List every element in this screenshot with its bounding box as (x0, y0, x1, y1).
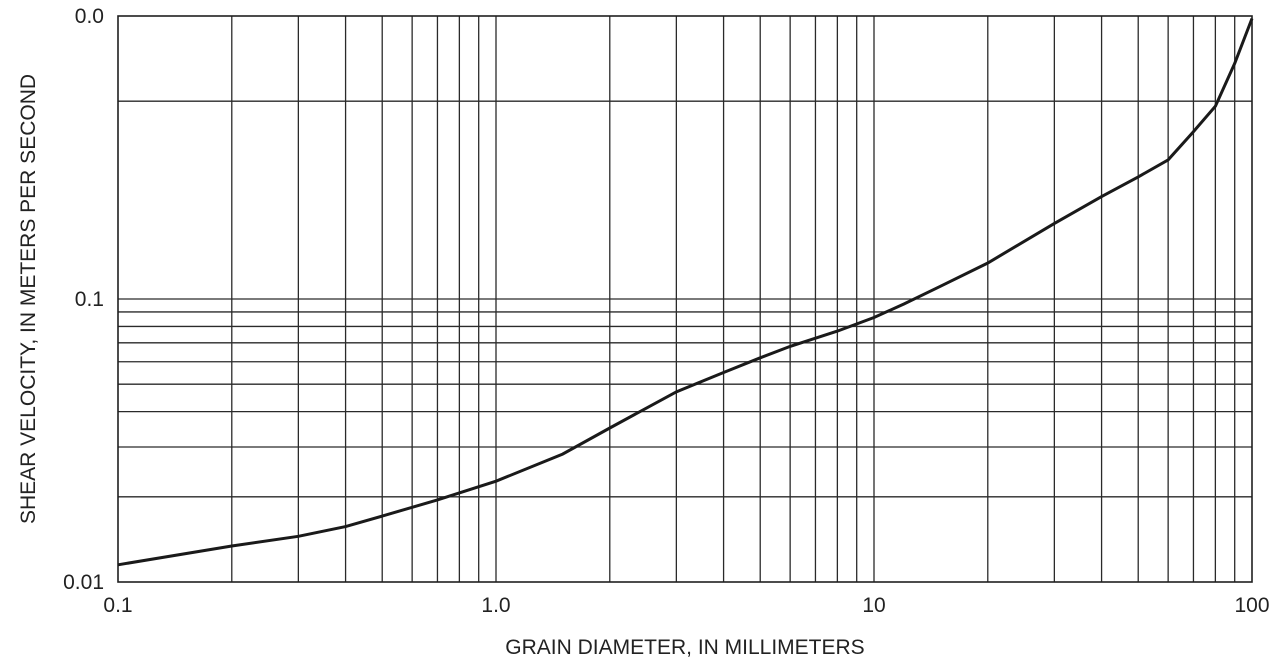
y-tick-labels: 0.01 0.1 0.0 (63, 5, 104, 594)
y-axis-label: SHEAR VELOCITY, IN METERS PER SECOND (17, 74, 40, 524)
plot-frame (117, 15, 1253, 583)
x-tick-labels: 0.1 1.0 10 100 (103, 594, 1269, 617)
y-tick-label: 0.1 (75, 288, 104, 311)
x-tick-label: 10 (862, 594, 885, 617)
x-tick-label: 100 (1234, 594, 1269, 617)
y-tick-label: 0.01 (63, 571, 104, 594)
y-tick-label: 0.0 (75, 5, 104, 28)
x-axis-label: GRAIN DIAMETER, IN MILLIMETERS (505, 636, 864, 659)
data-series-line (117, 17, 1254, 567)
x-tick-label: 0.1 (103, 594, 132, 617)
gridlines (118, 16, 1252, 582)
x-tick-label: 1.0 (481, 594, 510, 617)
